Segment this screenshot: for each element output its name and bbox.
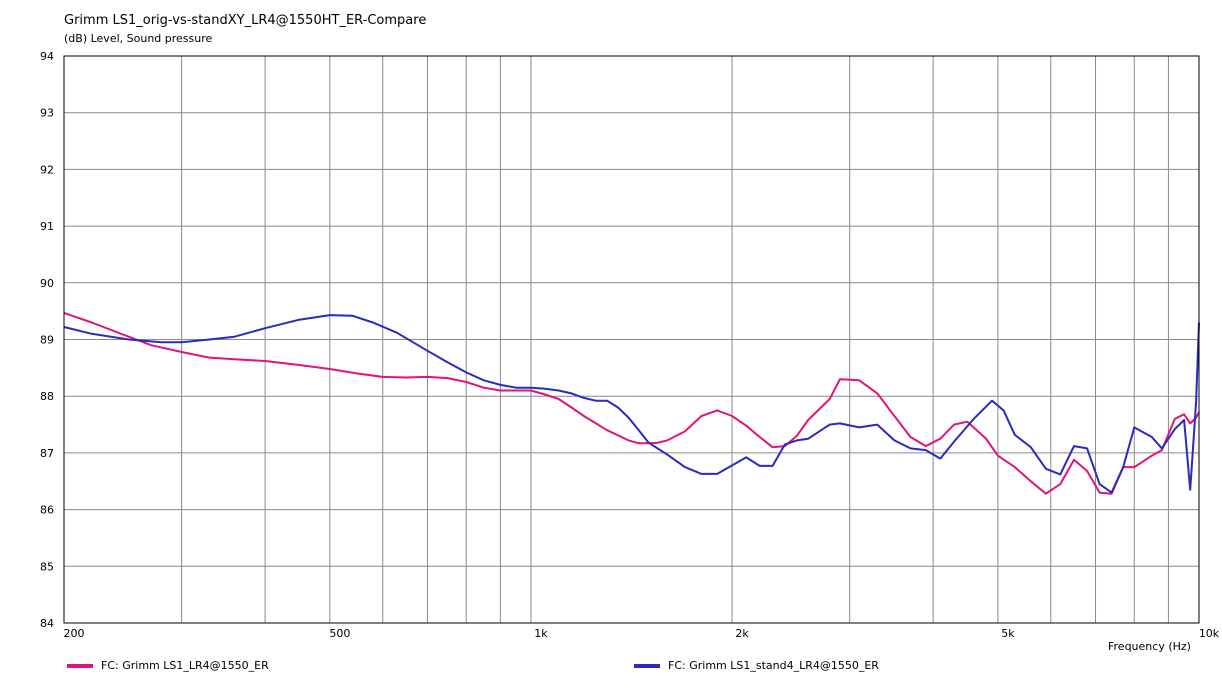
y-tick-label: 87 bbox=[40, 447, 54, 460]
y-axis-label: (dB) Level, Sound pressure bbox=[64, 32, 213, 45]
y-tick-label: 89 bbox=[40, 334, 54, 347]
x-tick-label: 10k bbox=[1199, 627, 1220, 640]
series-line-2 bbox=[63, 314, 1200, 494]
chart-title: Grimm LS1_orig-vs-standXY_LR4@1550HT_ER-… bbox=[64, 13, 427, 28]
x-tick-label: 2k bbox=[735, 627, 749, 640]
x-tick-label: 1k bbox=[534, 627, 548, 640]
y-tick-label: 92 bbox=[40, 163, 54, 176]
legend-swatch-2 bbox=[634, 663, 660, 668]
plot-frame bbox=[63, 55, 1200, 624]
y-tick-label: 88 bbox=[40, 390, 54, 403]
y-tick-label: 91 bbox=[40, 220, 54, 233]
legend-entry-1: FC: Grimm LS1_LR4@1550_ER bbox=[67, 659, 269, 672]
series-line-1 bbox=[63, 311, 1200, 495]
legend-label-2: FC: Grimm LS1_stand4_LR4@1550_ER bbox=[668, 659, 879, 672]
series-lines bbox=[63, 311, 1200, 495]
x-tick-labels: 200 500 1k 2k 5k 10k bbox=[64, 627, 1220, 640]
y-tick-label: 85 bbox=[40, 560, 54, 573]
legend-label-1: FC: Grimm LS1_LR4@1550_ER bbox=[101, 659, 269, 672]
y-tick-label: 93 bbox=[40, 107, 54, 120]
legend-entry-2: FC: Grimm LS1_stand4_LR4@1550_ER bbox=[634, 659, 879, 672]
legend-swatch-1 bbox=[67, 663, 93, 668]
x-tick-label: 500 bbox=[329, 627, 350, 640]
y-tick-label: 86 bbox=[40, 504, 54, 517]
x-tick-label: 5k bbox=[1001, 627, 1015, 640]
y-tick-label: 90 bbox=[40, 277, 54, 290]
y-tick-label: 94 bbox=[40, 50, 54, 63]
x-axis-label: Frequency (Hz) bbox=[1108, 640, 1191, 653]
y-tick-label: 84 bbox=[40, 617, 54, 630]
y-tick-labels: 84 85 86 87 88 89 90 91 92 93 94 bbox=[40, 50, 54, 630]
x-tick-label: 200 bbox=[64, 627, 85, 640]
grid bbox=[63, 55, 1200, 624]
